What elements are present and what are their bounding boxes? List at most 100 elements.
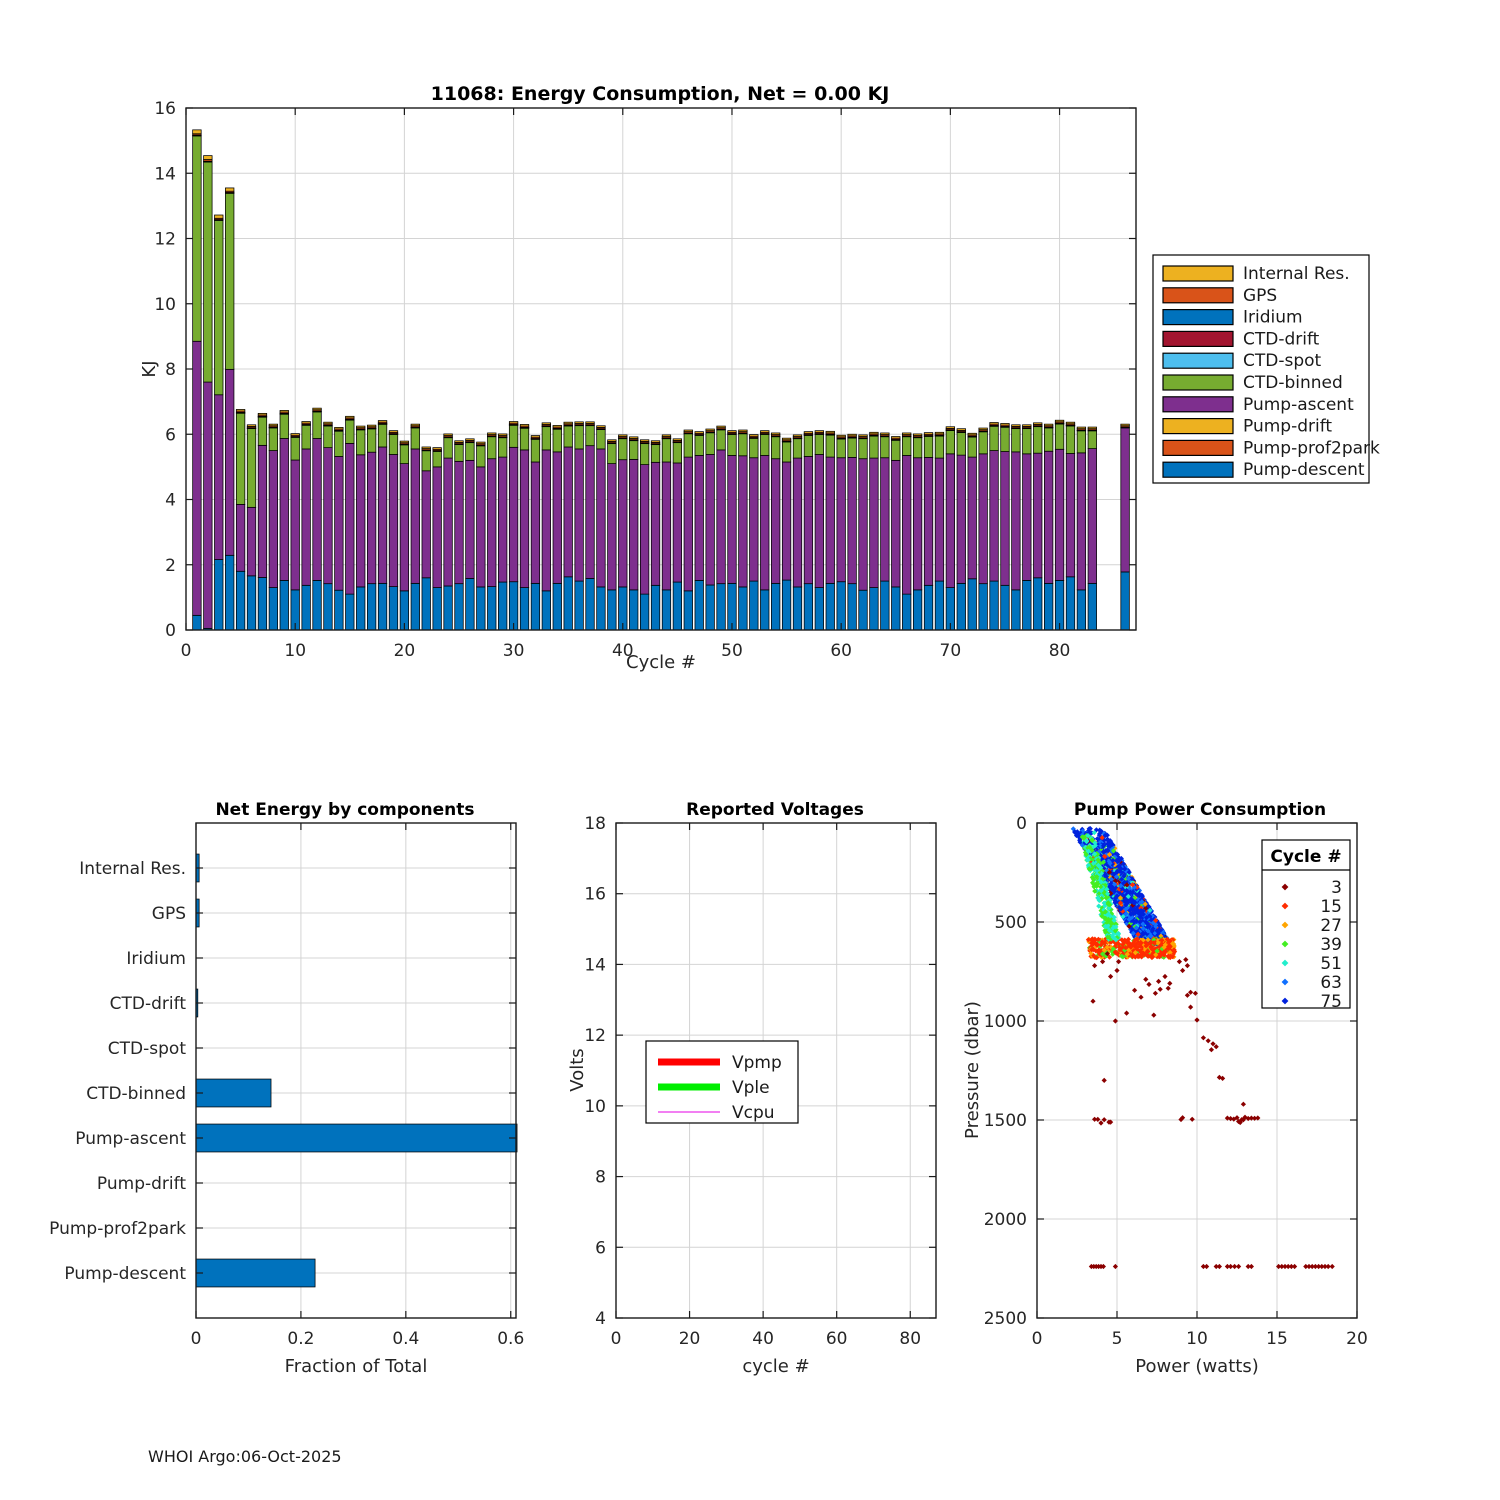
scatter-point xyxy=(1126,923,1132,929)
bar-segment xyxy=(356,429,366,456)
bar-segment xyxy=(814,430,824,433)
bar-segment xyxy=(934,580,945,631)
scatter-point xyxy=(1098,1120,1104,1126)
scatter-point xyxy=(1096,903,1102,909)
y-tick-label: 14 xyxy=(584,955,606,975)
y-tick-label: 18 xyxy=(584,814,606,834)
pump-power-legend-box xyxy=(1261,839,1351,1009)
scatter-point xyxy=(1108,876,1114,882)
y-tick-label: 8 xyxy=(165,360,176,380)
main-energy-chart: 11068: Energy Consumption, Net = 0.00 KJ… xyxy=(139,83,1137,673)
scatter-point xyxy=(1118,880,1124,886)
scatter-point xyxy=(1126,890,1133,896)
bar-segment xyxy=(683,433,693,458)
main-ylabel: KJ xyxy=(139,360,160,377)
scatter-point xyxy=(1210,1041,1216,1047)
scatter-point xyxy=(1092,842,1098,849)
bar-segment xyxy=(530,461,541,584)
bar-segment xyxy=(519,449,530,588)
legend-label: 75 xyxy=(1320,992,1342,1012)
scatter-point xyxy=(1092,840,1098,846)
scatter-point xyxy=(1099,882,1106,888)
scatter-point xyxy=(1112,878,1119,884)
net-energy-bar xyxy=(195,1078,272,1108)
bar-segment xyxy=(847,433,857,437)
bar-segment xyxy=(1054,423,1065,450)
bar-segment xyxy=(607,463,617,591)
scatter-point xyxy=(1109,844,1116,850)
x-tick-label: 40 xyxy=(752,1329,774,1349)
bar-segment xyxy=(1120,571,1130,631)
scatter-point xyxy=(1153,952,1159,958)
scatter-point xyxy=(1155,940,1161,946)
scatter-point xyxy=(1099,913,1105,919)
voltages-legend[interactable]: Vpmp Vple Vcpu xyxy=(645,1040,799,1124)
scatter-point xyxy=(1120,861,1127,867)
bar-segment xyxy=(225,192,235,370)
bar-segment xyxy=(858,438,868,460)
bar-segment xyxy=(388,430,399,433)
bar-segment xyxy=(814,433,824,455)
category-label: Pump-descent xyxy=(64,1264,186,1284)
y-tick-label: 500 xyxy=(995,913,1027,933)
bar-segment xyxy=(902,436,912,456)
bar-segment xyxy=(585,445,595,579)
bar-segment xyxy=(825,430,835,434)
scatter-point xyxy=(1109,949,1115,955)
bar-segment xyxy=(530,582,541,631)
bar-segment xyxy=(792,434,803,437)
y-tick-label: 2 xyxy=(165,556,176,576)
x-tick-label: 15 xyxy=(1266,1329,1288,1349)
main-legend[interactable]: Internal Res.GPSIridiumCTD-driftCTD-spot… xyxy=(1152,254,1380,484)
scatter-point xyxy=(1104,837,1111,843)
bar-segment xyxy=(476,441,486,445)
scatter-point xyxy=(1138,994,1144,1000)
scatter-point xyxy=(1143,976,1149,982)
legend-label: Pump-descent xyxy=(1243,460,1365,480)
scatter-point xyxy=(1094,868,1100,874)
scatter-point xyxy=(1106,927,1112,933)
bar-segment xyxy=(934,435,945,459)
scatter-point xyxy=(1089,837,1095,843)
bar-segment xyxy=(508,424,519,448)
bar-segment xyxy=(246,575,257,631)
y-tick-label: 16 xyxy=(584,885,606,905)
x-tick-label: 60 xyxy=(830,641,852,661)
bar-segment xyxy=(716,449,726,585)
bar-segment xyxy=(618,459,628,588)
bar-segment xyxy=(596,428,606,450)
bar-segment xyxy=(629,458,639,591)
bar-segment xyxy=(694,434,704,456)
scatter-point xyxy=(1109,933,1116,939)
bar-segment xyxy=(432,587,442,631)
scatter-point xyxy=(1141,951,1147,957)
bar-segment xyxy=(498,433,508,436)
bar-segment xyxy=(672,438,683,441)
net-energy-bar-group xyxy=(195,853,518,1288)
bar-segment xyxy=(301,421,311,424)
scatter-point xyxy=(1118,876,1125,882)
bar-segment xyxy=(1120,423,1130,427)
x-tick-label: 40 xyxy=(612,641,634,661)
bar-segment xyxy=(672,462,683,583)
bar-segment xyxy=(1044,423,1054,427)
bar-segment xyxy=(803,434,814,457)
scatter-point xyxy=(1167,953,1173,959)
bar-segment xyxy=(825,456,835,584)
scatter-point xyxy=(1088,950,1094,956)
bar-segment xyxy=(771,582,781,631)
bar-segment xyxy=(814,454,824,588)
scatter-point xyxy=(1161,944,1167,950)
bar-segment xyxy=(225,187,235,192)
scatter-point xyxy=(1153,922,1159,928)
scatter-point xyxy=(1118,906,1124,912)
scatter-point xyxy=(1104,859,1110,865)
bar-segment xyxy=(803,456,814,585)
net-energy-xlabel: Fraction of Total xyxy=(285,1356,428,1377)
scatter-point xyxy=(1122,896,1128,902)
bar-segment xyxy=(235,504,246,572)
scatter-point xyxy=(1122,937,1128,943)
bar-segment xyxy=(257,577,268,631)
